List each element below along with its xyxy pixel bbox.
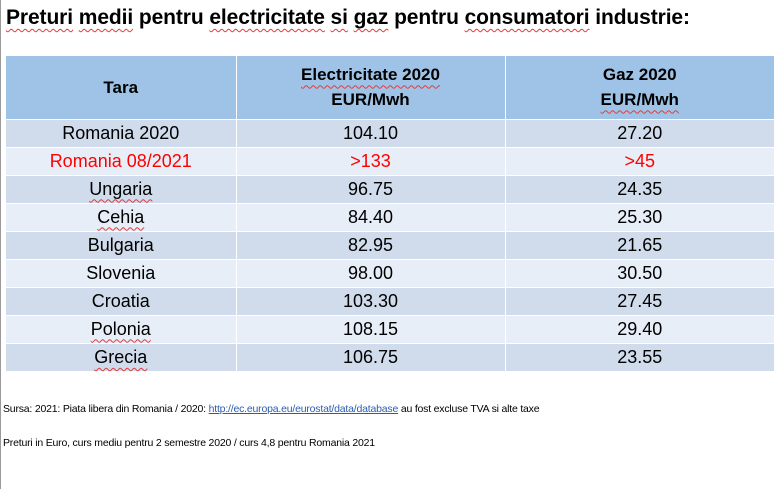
header-electricity: Electricitate 2020 EUR/Mwh	[236, 56, 506, 119]
left-border	[0, 0, 1, 489]
cell-country: Cehia	[6, 202, 237, 231]
table-row: Croatia 103.30 27.45	[6, 286, 774, 315]
table-row: Cehia 84.40 25.30	[6, 202, 774, 231]
title-word: electricitate	[209, 6, 325, 29]
title-word: industrie:	[595, 6, 690, 29]
header-gas-line1: Gaz 2020	[602, 65, 677, 85]
cell-country: Ungaria	[6, 174, 237, 203]
source-prefix: Sursa: 2021: Piata libera din Romania / …	[3, 403, 209, 415]
title-word: pentru	[138, 6, 204, 29]
table-row: Bulgaria 82.95 21.65	[6, 230, 774, 259]
title-word: consumatori	[464, 6, 590, 29]
header-country: Tara	[6, 56, 237, 119]
cell-electricity: >133	[236, 146, 506, 175]
table-row: Polonia 108.15 29.40	[6, 314, 774, 343]
cell-gas: 25.30	[505, 202, 774, 231]
cell-country: Romania 08/2021	[6, 146, 237, 175]
cell-country: Slovenia	[6, 258, 237, 287]
cell-gas: >45	[505, 146, 774, 175]
cell-gas: 27.20	[505, 118, 774, 147]
header-gas: Gaz 2020 EUR/Mwh	[505, 56, 774, 119]
table-row: Grecia 106.75 23.55	[6, 342, 774, 371]
cell-electricity: 103.30	[236, 286, 506, 315]
cell-country: Croatia	[6, 286, 237, 315]
cell-electricity: 106.75	[236, 342, 506, 371]
title-word: Preturi	[6, 6, 73, 29]
page-title: Preturi medii pentru electricitate si ga…	[6, 6, 690, 30]
cell-country: Polonia	[6, 314, 237, 343]
header-electricity-line1: Electricitate 2020	[301, 65, 440, 85]
cell-gas: 24.35	[505, 174, 774, 203]
title-word: pentru	[394, 6, 459, 29]
title-word: gaz	[353, 6, 389, 29]
cell-gas: 21.65	[505, 230, 774, 259]
header-gas-line2: EUR/Mwh	[600, 90, 679, 110]
source-note: Sursa: 2021: Piata libera din Romania / …	[3, 403, 540, 415]
price-table: Tara Electricitate 2020 EUR/Mwh Gaz 2020…	[6, 56, 774, 371]
cell-gas: 29.40	[505, 314, 774, 343]
table-row: Ungaria 96.75 24.35	[6, 174, 774, 203]
cell-electricity: 108.15	[236, 314, 506, 343]
table-row: Romania 2020 104.10 27.20	[6, 118, 774, 147]
header-country-label: Tara	[103, 77, 139, 97]
header-electricity-line2: EUR/Mwh	[331, 90, 410, 110]
title-word: si	[330, 6, 348, 29]
source-suffix: au fost excluse TVA si alte taxe	[398, 403, 540, 415]
eurostat-link[interactable]: http://ec.europa.eu/eurostat/data/databa…	[208, 403, 399, 415]
currency-note: Preturi in Euro, curs mediu pentru 2 sem…	[3, 437, 375, 449]
cell-country: Bulgaria	[6, 230, 237, 259]
table-header-row: Tara Electricitate 2020 EUR/Mwh Gaz 2020…	[6, 56, 774, 119]
cell-electricity: 104.10	[236, 118, 506, 147]
table-row: Slovenia 98.00 30.50	[6, 258, 774, 287]
cell-gas: 30.50	[505, 258, 774, 287]
cell-electricity: 98.00	[236, 258, 506, 287]
cell-gas: 23.55	[505, 342, 774, 371]
cell-electricity: 84.40	[236, 202, 506, 231]
cell-country: Grecia	[6, 342, 237, 371]
table-row: Romania 08/2021 >133 >45	[6, 146, 774, 175]
title-word: medii	[78, 6, 134, 29]
cell-country: Romania 2020	[6, 118, 237, 147]
cell-electricity: 82.95	[236, 230, 506, 259]
cell-gas: 27.45	[505, 286, 774, 315]
cell-electricity: 96.75	[236, 174, 506, 203]
